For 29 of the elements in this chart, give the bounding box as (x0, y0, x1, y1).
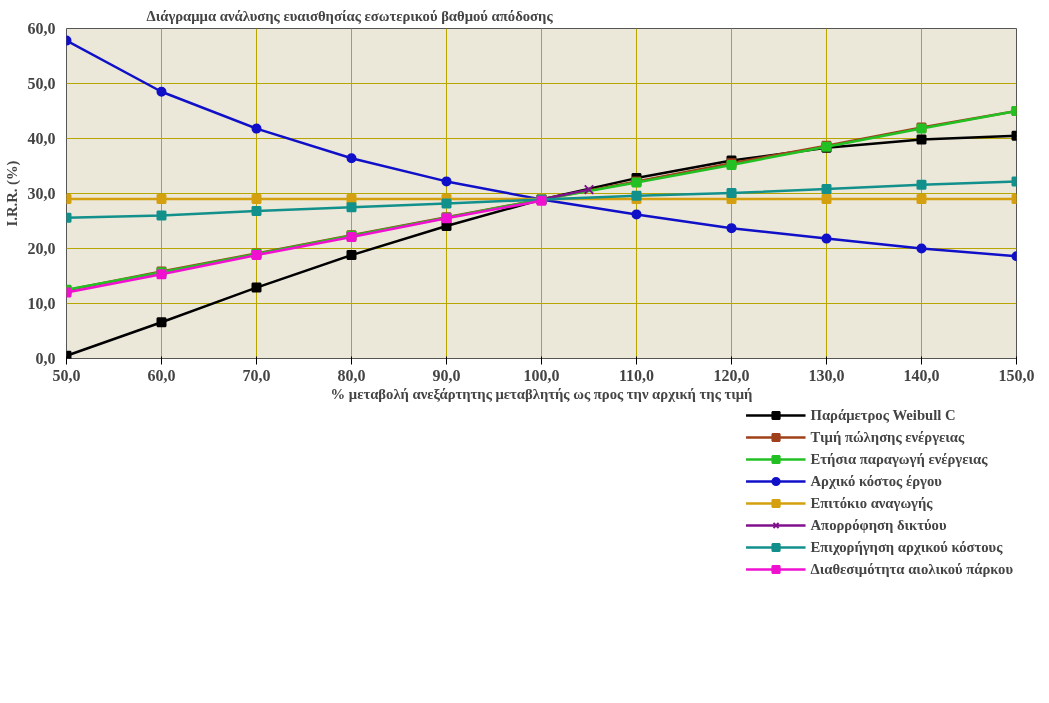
x-tick-label: 140,0 (903, 366, 940, 384)
legend-label: Επιχορήγηση αρχικού κόστους (810, 538, 1003, 556)
y-tick-label: 40,0 (27, 130, 56, 147)
legend-label: Αρχικό κόστος έργου (810, 472, 942, 490)
y-tick-label: 10,0 (27, 295, 56, 312)
x-tick-label: 120,0 (713, 366, 750, 384)
y-tick-label: 50,0 (27, 75, 56, 92)
x-tick-label: 130,0 (808, 366, 845, 384)
legend-label: Παράμετρος Weibull C (810, 406, 956, 424)
y-tick-label: 30,0 (27, 185, 56, 202)
chart-title: Διάγραμμα ανάλυσης ευαισθησίας εσωτερικού βαθμού απόδοσης (146, 7, 554, 24)
x-tick-label: 50,0 (52, 366, 81, 384)
x-tick-label: 70,0 (242, 366, 271, 384)
legend-label: Τιμή πώλησης ενέργειας (810, 428, 965, 446)
legend-label: Διαθεσιμότητα αιολικού πάρκου (810, 560, 1013, 578)
y-tick-label: 20,0 (27, 240, 56, 257)
x-tick-label: 150,0 (998, 366, 1035, 384)
x-tick-label: 110,0 (618, 366, 655, 384)
x-tick-label: 90,0 (432, 366, 461, 384)
y-tick-label: 60,0 (27, 20, 56, 37)
x-tick-label: 60,0 (147, 366, 176, 384)
legend-label: Ετήσια παραγωγή ενέργειας (810, 450, 988, 468)
x-tick-label: 100,0 (523, 366, 560, 384)
legend-label: Απορρόφηση δικτύου (810, 516, 947, 534)
x-tick-label: 80,0 (337, 366, 366, 384)
x-axis-title: % μεταβολή ανεξάρτητης μεταβλητής ως προς την αρχική της τιμή (330, 385, 753, 402)
legend-label: Επιτόκιο αναγωγής (810, 494, 933, 512)
y-axis-title: I.R.R. (%) (3, 160, 21, 227)
y-tick-label: 0,0 (35, 350, 56, 367)
